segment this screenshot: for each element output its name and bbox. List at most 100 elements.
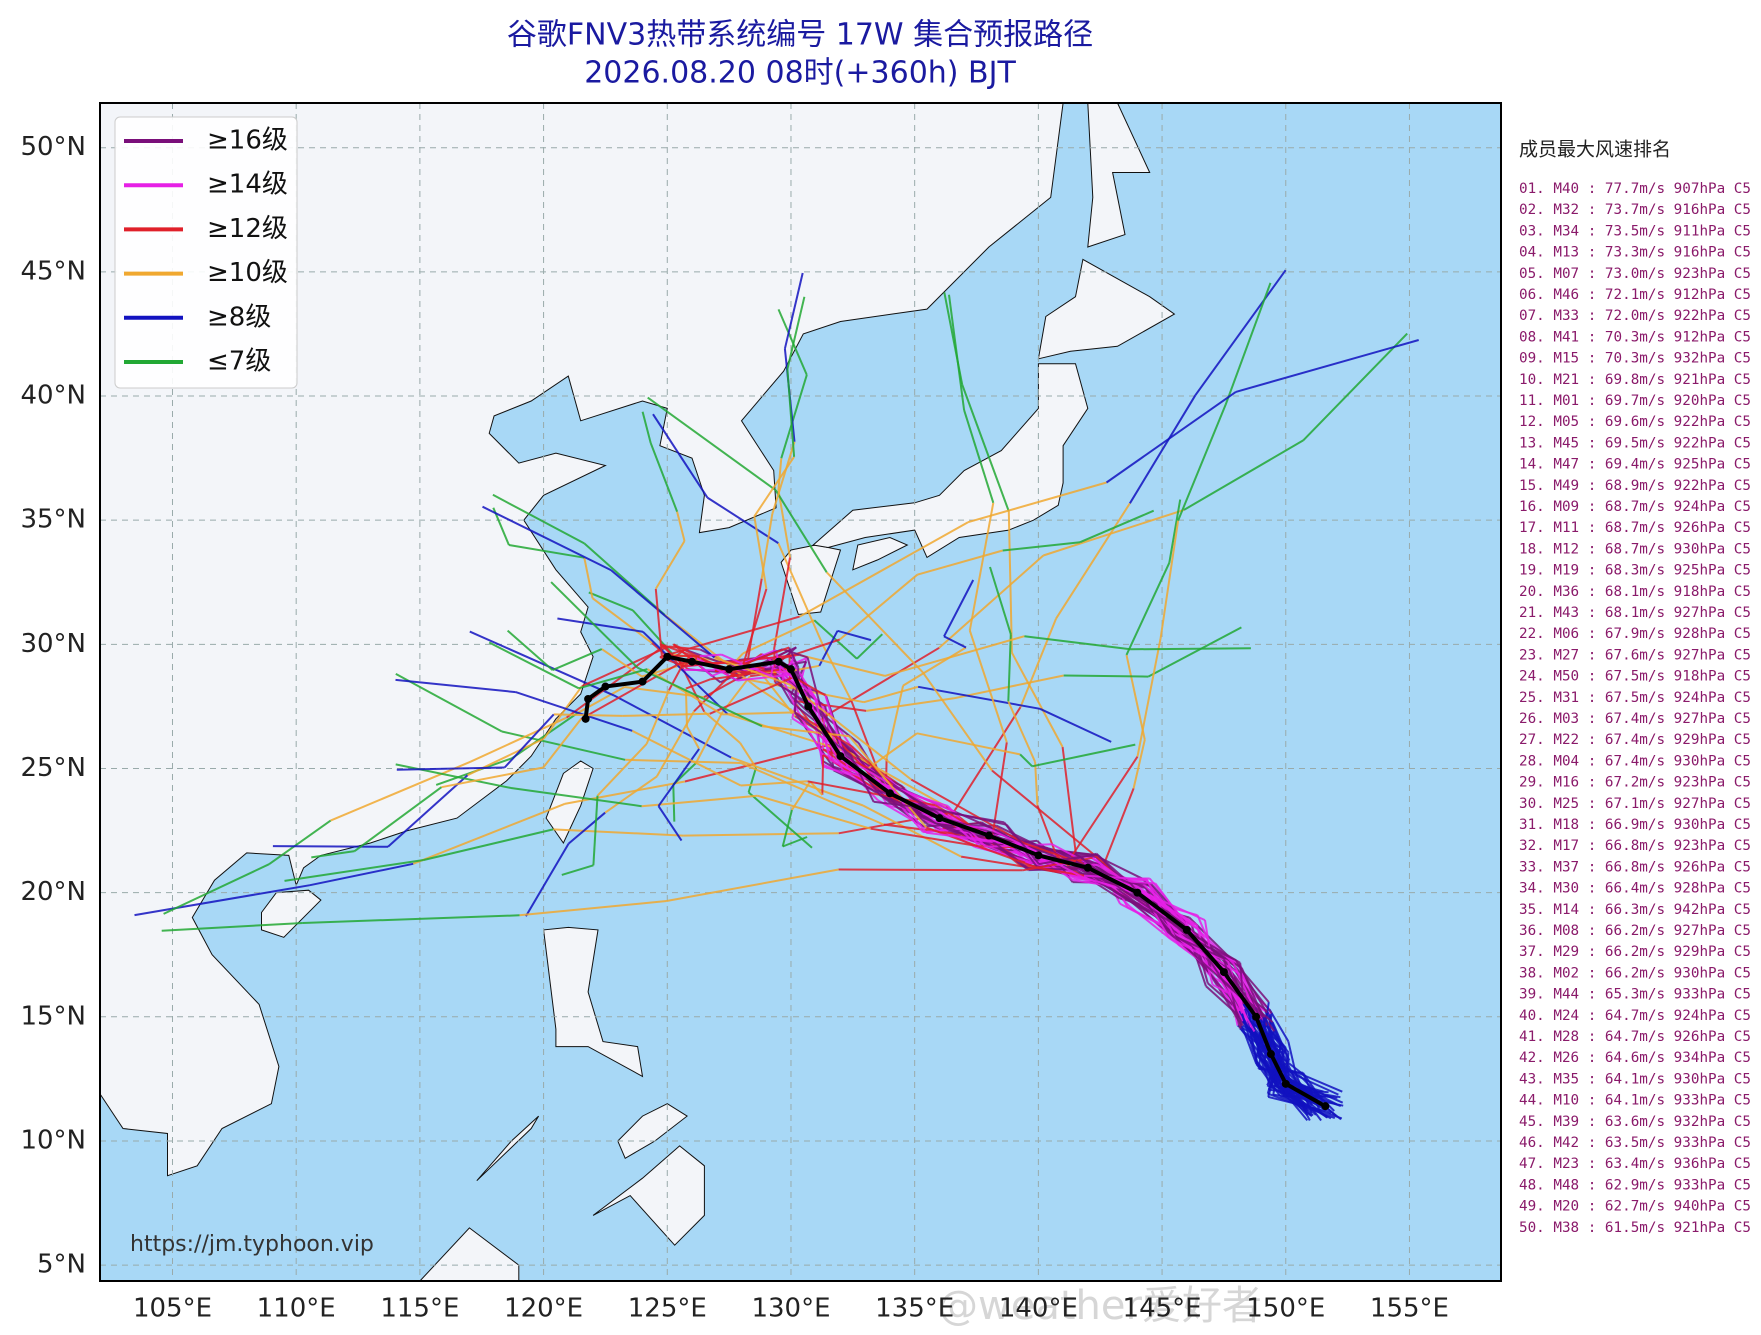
member-track bbox=[302, 914, 520, 924]
ranking-item: 01. M40 : 77.7m/s 907hPa C5 bbox=[1519, 181, 1751, 197]
member-track bbox=[926, 831, 1001, 843]
ranking-item: 41. M28 : 64.7m/s 926hPa C5 bbox=[1519, 1029, 1751, 1045]
ranking-item: 29. M16 : 67.2m/s 923hPa C5 bbox=[1519, 775, 1751, 791]
ranking-item: 12. M05 : 69.6m/s 922hPa C5 bbox=[1519, 414, 1751, 430]
ranking-item: 31. M18 : 66.9m/s 930hPa C5 bbox=[1519, 817, 1751, 833]
member-track bbox=[693, 676, 730, 713]
member-track bbox=[829, 758, 895, 792]
member-track bbox=[552, 648, 603, 672]
member-track bbox=[791, 781, 812, 811]
member-track bbox=[1105, 391, 1237, 484]
mean-point bbox=[581, 714, 590, 723]
ranking-item: 45. M39 : 63.6m/s 932hPa C5 bbox=[1519, 1114, 1751, 1130]
member-track bbox=[868, 732, 918, 769]
y-tick-label: 20°N bbox=[20, 877, 86, 907]
member-track bbox=[550, 581, 639, 669]
member-track bbox=[503, 713, 555, 769]
member-track bbox=[777, 542, 824, 646]
member-track bbox=[788, 647, 800, 669]
member-track bbox=[272, 845, 389, 848]
mean-point bbox=[786, 665, 795, 674]
member-track bbox=[849, 754, 875, 803]
ranking-item: 36. M08 : 66.2m/s 927hPa C5 bbox=[1519, 923, 1751, 939]
mean-point bbox=[1133, 888, 1142, 897]
member-track bbox=[492, 493, 585, 545]
member-track bbox=[1268, 1077, 1316, 1104]
member-track bbox=[1168, 499, 1182, 563]
source-url: https://jm.typhoon.vip bbox=[130, 1232, 374, 1257]
member-track bbox=[746, 578, 763, 665]
member-track bbox=[1019, 618, 1057, 708]
member-track bbox=[591, 597, 653, 644]
x-tick-label: 105°E bbox=[133, 1294, 212, 1324]
member-track bbox=[161, 922, 303, 932]
member-track bbox=[330, 760, 471, 822]
member-track bbox=[1036, 804, 1058, 857]
x-tick-label: 125°E bbox=[628, 1294, 707, 1324]
member-track bbox=[1132, 739, 1146, 789]
mean-point bbox=[725, 665, 734, 674]
land-area bbox=[476, 1115, 540, 1182]
ranking-item: 32. M17 : 66.8m/s 923hPa C5 bbox=[1519, 838, 1751, 854]
member-track bbox=[354, 786, 442, 852]
member-track bbox=[786, 296, 806, 370]
member-track bbox=[1042, 508, 1185, 557]
member-track bbox=[1239, 1027, 1263, 1049]
ranking-item: 14. M47 : 69.4m/s 925hPa C5 bbox=[1519, 457, 1751, 473]
member-track bbox=[395, 678, 516, 694]
ranking-item: 18. M12 : 68.7m/s 930hPa C5 bbox=[1519, 541, 1751, 557]
member-track bbox=[1125, 562, 1171, 656]
member-track bbox=[1005, 824, 1040, 865]
ranking-item: 25. M31 : 67.5m/s 924hPa C5 bbox=[1519, 690, 1751, 706]
member-track bbox=[657, 748, 700, 807]
member-track bbox=[742, 619, 815, 655]
member-track bbox=[636, 666, 763, 728]
member-track bbox=[647, 396, 777, 492]
member-track bbox=[469, 716, 567, 763]
member-track bbox=[668, 645, 701, 651]
ranking-item: 02. M32 : 73.7m/s 916hPa C5 bbox=[1519, 202, 1751, 218]
ranking-item: 04. M13 : 73.3m/s 916hPa C5 bbox=[1519, 245, 1751, 261]
member-track bbox=[515, 691, 633, 732]
member-track bbox=[1271, 1021, 1291, 1061]
member-track bbox=[1019, 753, 1033, 768]
ranking-item: 44. M10 : 64.1m/s 933hPa C5 bbox=[1519, 1093, 1751, 1109]
member-track bbox=[777, 309, 808, 376]
ranking-item: 05. M07 : 73.0m/s 923hPa C5 bbox=[1519, 266, 1751, 282]
mean-point bbox=[836, 752, 845, 761]
member-track bbox=[501, 730, 626, 761]
member-track bbox=[921, 671, 993, 772]
member-track bbox=[510, 787, 642, 808]
member-track bbox=[822, 644, 853, 702]
member-track bbox=[866, 697, 955, 712]
member-track bbox=[1130, 647, 1251, 651]
member-track bbox=[604, 775, 658, 814]
member-track bbox=[793, 667, 800, 713]
member-track bbox=[1235, 959, 1268, 1014]
member-track bbox=[782, 648, 808, 659]
x-tick-label: 140°E bbox=[999, 1294, 1078, 1324]
member-track bbox=[714, 656, 791, 686]
member-track bbox=[848, 735, 928, 829]
member-track bbox=[686, 726, 700, 750]
member-track bbox=[963, 409, 995, 504]
member-track bbox=[592, 795, 599, 866]
member-track bbox=[839, 573, 918, 641]
ranking-item: 23. M27 : 67.6m/s 927hPa C5 bbox=[1519, 647, 1751, 663]
member-track bbox=[820, 710, 842, 746]
member-track bbox=[821, 759, 878, 794]
member-track bbox=[757, 794, 871, 830]
mean-point bbox=[1321, 1102, 1330, 1111]
member-track bbox=[782, 836, 808, 848]
member-track bbox=[1168, 936, 1209, 959]
land-area bbox=[780, 544, 842, 616]
member-track bbox=[654, 588, 663, 656]
x-tick-label: 115°E bbox=[380, 1294, 459, 1324]
member-track bbox=[1293, 1089, 1328, 1119]
member-track bbox=[794, 711, 852, 756]
member-track bbox=[652, 413, 709, 499]
member-track bbox=[1063, 674, 1149, 678]
member-track bbox=[1268, 1008, 1290, 1042]
ranking-item: 08. M41 : 70.3m/s 912hPa C5 bbox=[1519, 329, 1751, 345]
member-track bbox=[622, 712, 710, 717]
